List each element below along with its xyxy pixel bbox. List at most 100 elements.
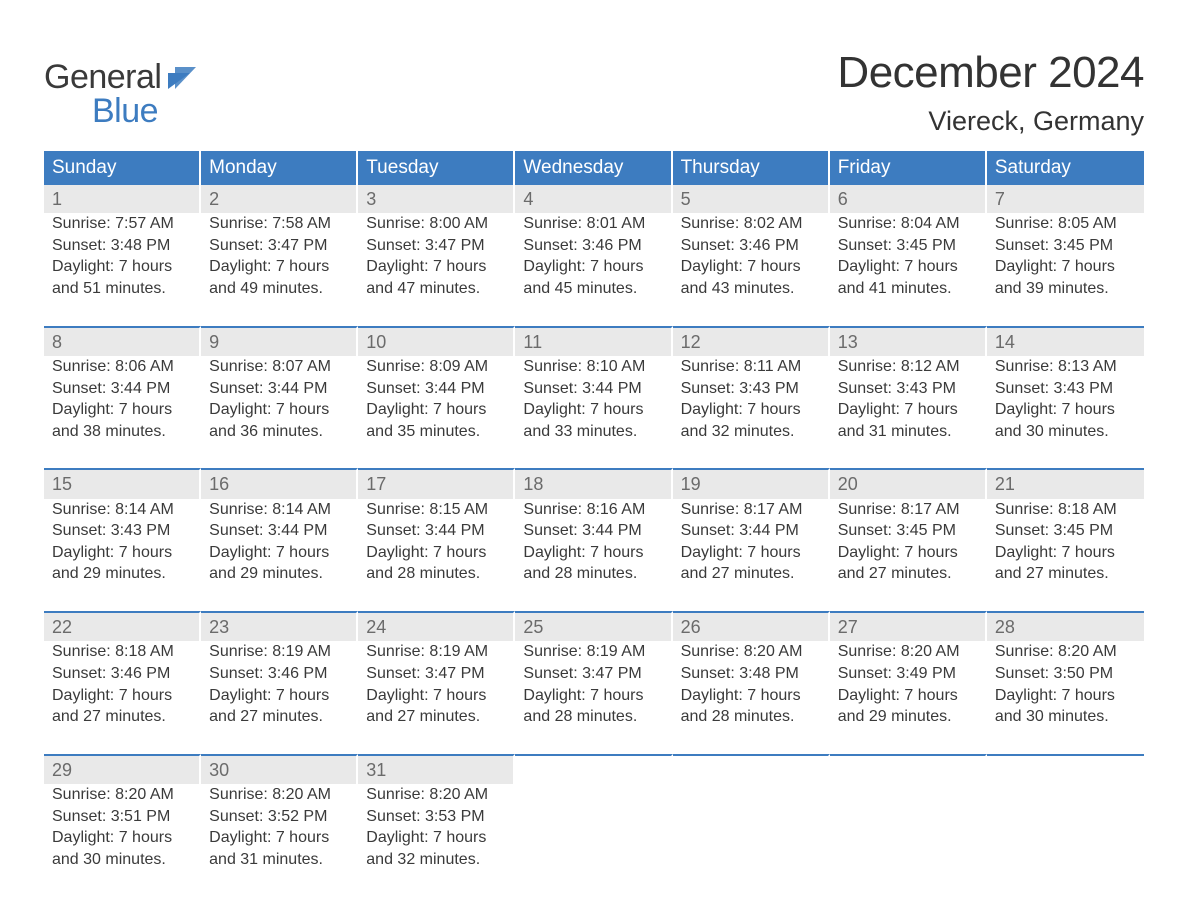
day-number-cell: [830, 754, 987, 784]
day2-text: and 28 minutes.: [523, 706, 664, 728]
col-friday: Friday: [830, 151, 987, 185]
day2-text: and 29 minutes.: [209, 563, 350, 585]
sunrise-text: Sunrise: 8:04 AM: [838, 213, 979, 235]
location-subtitle: Viereck, Germany: [837, 106, 1144, 137]
day2-text: and 30 minutes.: [995, 421, 1136, 443]
day1-text: Daylight: 7 hours: [366, 685, 507, 707]
sunset-text: Sunset: 3:46 PM: [209, 663, 350, 685]
sunrise-text: Sunrise: 8:11 AM: [681, 356, 822, 378]
day2-text: and 47 minutes.: [366, 278, 507, 300]
sunset-text: Sunset: 3:45 PM: [995, 235, 1136, 257]
day-number-cell: 4: [515, 185, 672, 213]
sunset-text: Sunset: 3:49 PM: [838, 663, 979, 685]
day1-text: Daylight: 7 hours: [366, 399, 507, 421]
col-thursday: Thursday: [673, 151, 830, 185]
sunrise-text: Sunrise: 8:17 AM: [681, 499, 822, 521]
day-content-cell: Sunrise: 8:20 AMSunset: 3:48 PMDaylight:…: [673, 641, 830, 753]
day2-text: and 30 minutes.: [995, 706, 1136, 728]
sunrise-text: Sunrise: 8:18 AM: [52, 641, 193, 663]
day-content-cell: Sunrise: 8:17 AMSunset: 3:44 PMDaylight:…: [673, 499, 830, 611]
day2-text: and 39 minutes.: [995, 278, 1136, 300]
sunset-text: Sunset: 3:43 PM: [995, 378, 1136, 400]
day-number-row: 293031: [44, 754, 1144, 784]
day-number-cell: [987, 754, 1144, 784]
day1-text: Daylight: 7 hours: [681, 685, 822, 707]
day1-text: Daylight: 7 hours: [523, 542, 664, 564]
day1-text: Daylight: 7 hours: [995, 685, 1136, 707]
sunset-text: Sunset: 3:47 PM: [366, 235, 507, 257]
sunset-text: Sunset: 3:44 PM: [366, 378, 507, 400]
day2-text: and 29 minutes.: [52, 563, 193, 585]
day-number-cell: 12: [673, 326, 830, 356]
day-number-cell: 5: [673, 185, 830, 213]
day-number-cell: 13: [830, 326, 987, 356]
col-tuesday: Tuesday: [358, 151, 515, 185]
day-content-cell: Sunrise: 8:19 AMSunset: 3:46 PMDaylight:…: [201, 641, 358, 753]
sunrise-text: Sunrise: 8:18 AM: [995, 499, 1136, 521]
day2-text: and 49 minutes.: [209, 278, 350, 300]
sunset-text: Sunset: 3:46 PM: [52, 663, 193, 685]
flag-icon: [168, 67, 196, 94]
day-content-cell: Sunrise: 8:12 AMSunset: 3:43 PMDaylight:…: [830, 356, 987, 468]
sunrise-text: Sunrise: 8:20 AM: [366, 784, 507, 806]
sunrise-text: Sunrise: 8:19 AM: [366, 641, 507, 663]
day2-text: and 38 minutes.: [52, 421, 193, 443]
sunrise-text: Sunrise: 8:17 AM: [838, 499, 979, 521]
sunset-text: Sunset: 3:44 PM: [523, 520, 664, 542]
day2-text: and 31 minutes.: [209, 849, 350, 871]
day1-text: Daylight: 7 hours: [995, 256, 1136, 278]
sunset-text: Sunset: 3:44 PM: [681, 520, 822, 542]
day2-text: and 27 minutes.: [838, 563, 979, 585]
day-content-cell: Sunrise: 8:13 AMSunset: 3:43 PMDaylight:…: [987, 356, 1144, 468]
day-number-cell: 22: [44, 611, 201, 641]
sunrise-text: Sunrise: 8:14 AM: [52, 499, 193, 521]
day-content-cell: Sunrise: 8:01 AMSunset: 3:46 PMDaylight:…: [515, 213, 672, 325]
sunset-text: Sunset: 3:47 PM: [209, 235, 350, 257]
day-number-row: 15161718192021: [44, 468, 1144, 498]
day1-text: Daylight: 7 hours: [52, 542, 193, 564]
day1-text: Daylight: 7 hours: [681, 542, 822, 564]
day2-text: and 27 minutes.: [681, 563, 822, 585]
sunset-text: Sunset: 3:44 PM: [523, 378, 664, 400]
day2-text: and 27 minutes.: [995, 563, 1136, 585]
day2-text: and 36 minutes.: [209, 421, 350, 443]
sunrise-text: Sunrise: 8:15 AM: [366, 499, 507, 521]
day-content-cell: Sunrise: 8:04 AMSunset: 3:45 PMDaylight:…: [830, 213, 987, 325]
day-number-cell: 25: [515, 611, 672, 641]
sunrise-text: Sunrise: 8:13 AM: [995, 356, 1136, 378]
sunset-text: Sunset: 3:45 PM: [995, 520, 1136, 542]
day-number-cell: 6: [830, 185, 987, 213]
col-sunday: Sunday: [44, 151, 201, 185]
day-content-cell: Sunrise: 8:10 AMSunset: 3:44 PMDaylight:…: [515, 356, 672, 468]
day2-text: and 28 minutes.: [366, 563, 507, 585]
sunrise-text: Sunrise: 8:09 AM: [366, 356, 507, 378]
day-number-cell: 31: [358, 754, 515, 784]
day2-text: and 41 minutes.: [838, 278, 979, 300]
sunrise-text: Sunrise: 8:01 AM: [523, 213, 664, 235]
day2-text: and 32 minutes.: [681, 421, 822, 443]
day1-text: Daylight: 7 hours: [995, 399, 1136, 421]
day-content-cell: [515, 784, 672, 896]
day-content-row: Sunrise: 8:20 AMSunset: 3:51 PMDaylight:…: [44, 784, 1144, 896]
day1-text: Daylight: 7 hours: [52, 256, 193, 278]
sunset-text: Sunset: 3:50 PM: [995, 663, 1136, 685]
day1-text: Daylight: 7 hours: [366, 256, 507, 278]
day-content-cell: Sunrise: 8:14 AMSunset: 3:43 PMDaylight:…: [44, 499, 201, 611]
day1-text: Daylight: 7 hours: [838, 542, 979, 564]
day1-text: Daylight: 7 hours: [366, 542, 507, 564]
day-number-cell: 14: [987, 326, 1144, 356]
day-content-cell: Sunrise: 8:16 AMSunset: 3:44 PMDaylight:…: [515, 499, 672, 611]
day-number-cell: 9: [201, 326, 358, 356]
day-number-cell: 21: [987, 468, 1144, 498]
sunrise-text: Sunrise: 8:00 AM: [366, 213, 507, 235]
day-number-row: 22232425262728: [44, 611, 1144, 641]
day2-text: and 28 minutes.: [681, 706, 822, 728]
sunset-text: Sunset: 3:48 PM: [52, 235, 193, 257]
day2-text: and 32 minutes.: [366, 849, 507, 871]
title-block: December 2024 Viereck, Germany: [837, 48, 1144, 137]
sunrise-text: Sunrise: 8:19 AM: [523, 641, 664, 663]
calendar-table: Sunday Monday Tuesday Wednesday Thursday…: [44, 151, 1144, 896]
brand-logo: General Blue: [44, 58, 196, 131]
sunrise-text: Sunrise: 8:12 AM: [838, 356, 979, 378]
day2-text: and 30 minutes.: [52, 849, 193, 871]
